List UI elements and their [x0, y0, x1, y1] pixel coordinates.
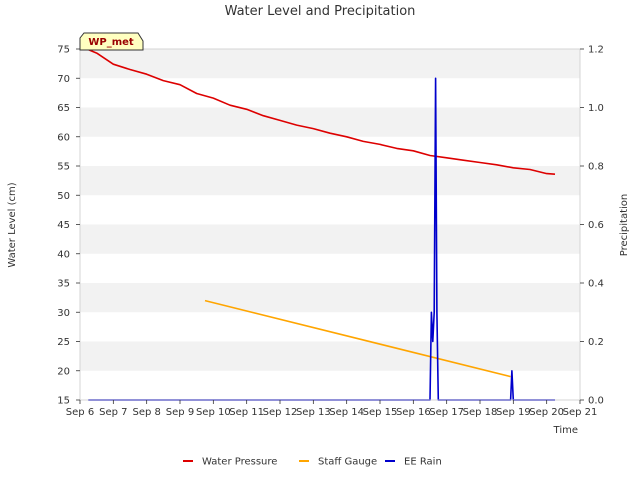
grid-band	[80, 78, 580, 108]
y-tick-label: 25	[57, 337, 70, 348]
axes-layer: 15 20 25 30 35 40 45 50 55 60 65 70 75 0.0 0.2 0.4 0.6 0.…	[57, 45, 604, 419]
legend-label-ee-rain: EE Rain	[404, 457, 442, 468]
y2-tick-label: 0.8	[588, 162, 604, 173]
x-axis-label: Time	[553, 425, 578, 436]
background-bands	[80, 49, 580, 400]
y-tick-label: 70	[57, 74, 70, 85]
site-badge: WP_met	[79, 32, 144, 51]
y-tick-label: 65	[57, 103, 70, 114]
grid-band	[80, 107, 580, 137]
grid-band	[80, 253, 580, 283]
y2-tick-label: 0.0	[588, 396, 604, 407]
legend-label-staff-gauge: Staff Gauge	[318, 457, 377, 468]
grid-band	[80, 370, 580, 400]
y-tick-label: 40	[57, 249, 70, 260]
y-tick-label: 20	[57, 366, 70, 377]
y2-tick-label: 0.6	[588, 220, 604, 231]
y-tick-label: 75	[57, 45, 70, 56]
x-tick-label: Sep 12	[263, 407, 298, 418]
x-tick-label: Sep 11	[229, 407, 264, 418]
x-tick-label: Sep 9	[166, 407, 194, 418]
y-tick-label: 30	[57, 308, 70, 319]
y-axis-label: Water Level (cm)	[7, 182, 18, 267]
x-tick-label: Sep 10	[196, 407, 231, 418]
y2-tick-label: 0.4	[588, 279, 604, 290]
y-tick-label: 35	[57, 279, 70, 290]
y-tick-label: 60	[57, 132, 70, 143]
x-tick-label: Sep 8	[132, 407, 160, 418]
y-tick-label: 15	[57, 396, 70, 407]
y2-axis-label: Precipitation	[619, 194, 630, 257]
grid-band	[80, 312, 580, 342]
x-tick-label: Sep 14	[329, 407, 364, 418]
grid-band	[80, 136, 580, 166]
x-tick-label: Sep 18	[463, 407, 498, 418]
x-tick-label: Sep 6	[66, 407, 94, 418]
grid-band	[80, 283, 580, 313]
x-tick-label: Sep 15	[363, 407, 398, 418]
series-line-water-pressure	[87, 48, 556, 175]
chart-title: Water Level and Precipitation	[225, 4, 416, 19]
grid-band	[80, 195, 580, 225]
grid-band	[80, 224, 580, 254]
y2-tick-label: 1.0	[588, 103, 604, 114]
series-line-staff-gauge	[204, 299, 511, 378]
series-layer	[87, 48, 556, 401]
x-tick-label: Sep 21	[563, 407, 598, 418]
legend-label-water-pressure: Water Pressure	[202, 457, 277, 468]
legend: Water Pressure Staff Gauge EE Rain	[183, 457, 442, 468]
x-tick-label: Sep 16	[396, 407, 431, 418]
grid-band	[80, 49, 580, 79]
x-tick-label: Sep 7	[99, 407, 127, 418]
grid-band	[80, 341, 580, 371]
x-tick-label: Sep 13	[296, 407, 331, 418]
x-tick-label: Sep 17	[429, 407, 464, 418]
y2-tick-label: 1.2	[588, 45, 604, 56]
series-line-ee-rain	[88, 77, 555, 401]
y-tick-label: 55	[57, 162, 70, 173]
y-tick-label: 50	[57, 191, 70, 202]
grid-band	[80, 166, 580, 196]
y-tick-label: 45	[57, 220, 70, 231]
x-tick-label: Sep 19	[496, 407, 531, 418]
y2-tick-label: 0.2	[588, 337, 604, 348]
x-tick-label: Sep 20	[529, 407, 564, 418]
site-badge-label: WP_met	[88, 37, 134, 48]
site-badge-box	[79, 32, 144, 51]
